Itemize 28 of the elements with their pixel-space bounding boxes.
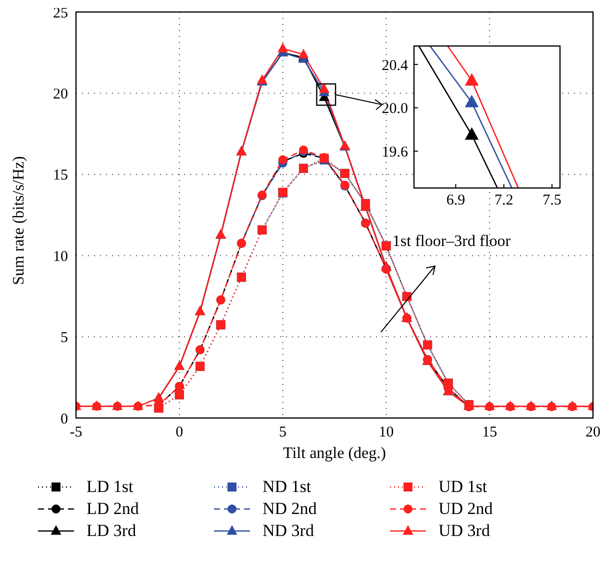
- annotation: 1st floor–3rd floor: [392, 232, 512, 250]
- y-tick-label: 5: [60, 330, 68, 346]
- y-tick-label: 19.6: [382, 144, 408, 160]
- legend-label: LD 2nd: [86, 499, 139, 519]
- legend-label: ND 1st: [262, 477, 312, 497]
- y-axis-title: Sum rate (bits/s/Hz): [10, 156, 28, 285]
- legend-label: UD 3rd: [438, 521, 490, 541]
- x-tick-label: -5: [70, 424, 82, 441]
- y-tick-label: 10: [53, 248, 68, 265]
- y-tick-label: 20: [53, 86, 68, 103]
- y-tick-label: 15: [53, 168, 68, 184]
- legend-label: UD 2nd: [438, 499, 493, 519]
- x-tick-label: 0: [176, 424, 184, 441]
- x-tick-label: 7.5: [542, 192, 562, 209]
- legend-label: ND 2nd: [262, 499, 317, 519]
- legend-label: ND 3rd: [262, 521, 314, 541]
- legend-label: UD 1st: [438, 477, 488, 497]
- legend-label: LD 1st: [86, 477, 134, 497]
- x-axis-title: Tilt angle (deg.): [283, 445, 386, 462]
- x-tick-label: 6.9: [446, 192, 466, 209]
- legend-label: LD 3rd: [86, 521, 136, 541]
- x-tick-label: 20: [586, 424, 600, 441]
- y-tick-label: 0: [60, 411, 68, 428]
- x-tick-label: 15: [482, 424, 498, 441]
- y-tick-label: 20.0: [382, 101, 408, 118]
- y-tick-label: 20.4: [382, 58, 408, 74]
- x-tick-label: 7.2: [494, 192, 514, 209]
- x-tick-label: 5: [279, 424, 287, 441]
